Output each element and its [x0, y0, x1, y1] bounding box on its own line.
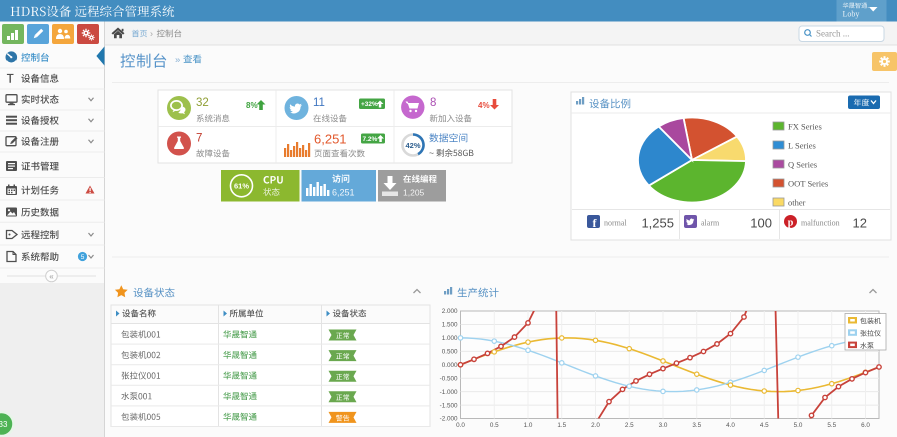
svg-text:»: »	[175, 55, 180, 66]
svg-text:11: 11	[313, 97, 325, 109]
svg-text:L Series: L Series	[788, 141, 816, 151]
svg-text:-1.500: -1.500	[440, 402, 458, 409]
svg-text:2.5: 2.5	[625, 422, 634, 429]
svg-text:4%: 4%	[478, 101, 490, 110]
svg-text:alarm: alarm	[701, 219, 720, 228]
svg-text:8: 8	[430, 97, 436, 109]
svg-text:2.0: 2.0	[591, 422, 600, 429]
svg-text:0.0: 0.0	[456, 422, 465, 429]
svg-text:~: ~	[429, 148, 434, 158]
svg-text:8%: 8%	[246, 101, 258, 110]
svg-text:›: ›	[150, 29, 153, 39]
svg-text:5: 5	[81, 254, 85, 261]
svg-text:7.2%: 7.2%	[363, 136, 378, 143]
svg-text:-0.500: -0.500	[440, 375, 458, 382]
svg-text:5.0: 5.0	[794, 422, 803, 429]
svg-text:7: 7	[196, 133, 202, 145]
svg-text:32: 32	[196, 97, 209, 109]
svg-text:«: «	[49, 272, 54, 281]
svg-text:100: 100	[750, 216, 772, 231]
svg-text:61%: 61%	[234, 182, 249, 191]
svg-text:6,251: 6,251	[314, 132, 347, 147]
svg-text:normal: normal	[604, 219, 627, 228]
svg-text:1.000: 1.000	[442, 335, 458, 342]
svg-text:6.0: 6.0	[861, 422, 870, 429]
svg-text:1.5: 1.5	[557, 422, 566, 429]
svg-text:1.500: 1.500	[442, 322, 458, 329]
svg-text:p: p	[788, 218, 794, 229]
svg-text:Q Series: Q Series	[788, 160, 817, 170]
svg-text:+32%: +32%	[361, 101, 378, 108]
svg-text:f: f	[593, 216, 598, 230]
svg-text:-2.000: -2.000	[440, 416, 458, 423]
svg-text:0.500: 0.500	[442, 349, 458, 356]
svg-text:OOT Series: OOT Series	[788, 179, 828, 189]
svg-text:other: other	[788, 198, 806, 208]
svg-text:12: 12	[853, 216, 867, 231]
svg-text:0.5: 0.5	[490, 422, 499, 429]
svg-text:6,251: 6,251	[332, 188, 355, 198]
svg-text:-1.000: -1.000	[440, 389, 458, 396]
svg-text:Search ...: Search ...	[816, 29, 850, 39]
svg-text:1,205: 1,205	[403, 188, 425, 198]
svg-text:3.0: 3.0	[659, 422, 668, 429]
svg-text:42%: 42%	[405, 141, 420, 150]
svg-text:2.000: 2.000	[442, 308, 458, 315]
svg-text:FX Series: FX Series	[788, 122, 822, 132]
svg-text:4.5: 4.5	[760, 422, 769, 429]
svg-text:malfunction: malfunction	[801, 219, 840, 228]
svg-text:3.5: 3.5	[692, 422, 701, 429]
svg-text:1.0: 1.0	[524, 422, 533, 429]
svg-text:1,255: 1,255	[641, 216, 674, 231]
svg-text:4.0: 4.0	[726, 422, 735, 429]
svg-text:Loby: Loby	[843, 10, 860, 19]
svg-text:5.5: 5.5	[827, 422, 836, 429]
svg-text:33: 33	[0, 420, 8, 429]
svg-text:0.000: 0.000	[442, 362, 458, 369]
